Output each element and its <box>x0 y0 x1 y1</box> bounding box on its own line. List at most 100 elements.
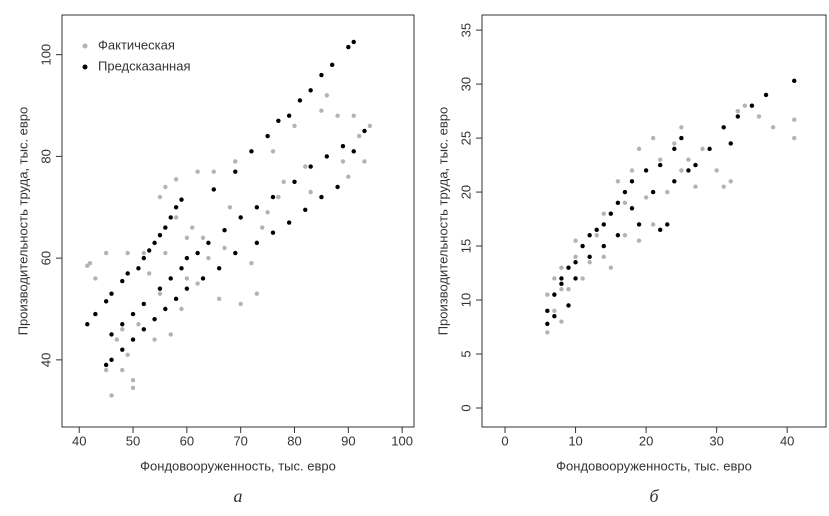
data-point <box>636 146 642 152</box>
data-point <box>179 197 184 202</box>
plot-frame <box>61 14 415 428</box>
data-point <box>103 367 109 373</box>
data-point <box>206 255 211 261</box>
y-tick-label: 25 <box>458 131 473 145</box>
data-point <box>672 179 677 184</box>
legend-label: Предсказанная <box>98 58 190 73</box>
data-point <box>665 222 670 227</box>
data-point <box>308 88 313 93</box>
data-point <box>545 330 550 335</box>
data-point <box>693 162 698 168</box>
data-point <box>622 200 628 206</box>
data-point <box>216 296 222 302</box>
data-point <box>276 118 281 123</box>
data-point <box>707 146 712 152</box>
data-point <box>168 332 173 337</box>
data-point <box>351 113 356 118</box>
data-point <box>109 332 114 337</box>
data-point <box>643 168 649 173</box>
data-point <box>146 271 152 276</box>
data-point <box>173 215 179 220</box>
data-point <box>109 393 114 398</box>
data-point <box>109 291 114 296</box>
data-point <box>601 211 606 216</box>
x-tick-label: 80 <box>287 433 301 448</box>
y-axis-label: Производительность труда, тыс. евро <box>15 107 30 336</box>
data-point <box>308 189 313 195</box>
data-point <box>270 149 276 154</box>
data-point <box>173 296 179 302</box>
data-point <box>292 179 297 185</box>
x-tick-label: 0 <box>501 433 508 448</box>
x-tick-label: 90 <box>341 433 355 448</box>
data-point <box>650 135 656 141</box>
data-point <box>573 260 578 265</box>
data-point <box>286 113 292 118</box>
data-point <box>658 162 663 168</box>
data-point <box>93 276 98 281</box>
data-point <box>281 179 286 185</box>
data-point <box>636 238 642 243</box>
legend-marker <box>82 64 88 70</box>
data-point <box>136 322 141 327</box>
x-axis-label: Фондовооруженность, тыс. евро <box>140 458 336 473</box>
caption: а <box>234 486 243 506</box>
y-tick-label: 35 <box>458 23 473 37</box>
data-point <box>173 177 179 182</box>
data-point <box>340 159 346 164</box>
data-point <box>672 141 677 146</box>
data-point <box>120 347 125 352</box>
data-point <box>168 215 173 220</box>
x-tick-label: 60 <box>180 433 194 448</box>
data-point <box>735 108 741 114</box>
data-point <box>658 157 663 162</box>
data-point <box>792 78 797 84</box>
data-point <box>120 278 125 284</box>
y-axis-label: Производительность труда, тыс. евро <box>435 107 450 336</box>
data-point <box>93 311 98 317</box>
data-point <box>222 245 227 251</box>
data-point <box>265 133 270 139</box>
data-point <box>615 179 621 184</box>
data-point <box>297 98 303 103</box>
data-point <box>566 303 571 308</box>
y-tick-label: 15 <box>458 239 473 253</box>
data-point <box>286 220 292 225</box>
data-point <box>629 179 635 184</box>
data-point <box>545 308 550 314</box>
data-point <box>190 225 195 230</box>
data-point <box>587 254 592 260</box>
data-point <box>238 301 243 307</box>
data-point <box>552 276 557 281</box>
data-point <box>265 210 270 215</box>
data-point <box>742 103 748 108</box>
data-point <box>184 286 190 291</box>
data-point <box>566 287 571 292</box>
data-point <box>120 367 125 373</box>
data-point <box>735 114 741 119</box>
data-point <box>650 189 656 195</box>
data-point <box>270 194 276 200</box>
data-point <box>346 44 351 50</box>
data-point <box>335 184 340 190</box>
data-point <box>545 321 550 326</box>
data-point <box>179 266 184 271</box>
data-point <box>157 233 163 238</box>
data-point <box>601 254 606 260</box>
data-point <box>200 235 206 240</box>
data-point <box>728 141 733 146</box>
data-point <box>184 276 190 281</box>
data-point <box>700 146 705 152</box>
data-point <box>163 250 168 256</box>
data-point <box>552 314 557 319</box>
y-tick-label: 100 <box>38 44 53 66</box>
x-tick-label: 100 <box>391 433 413 448</box>
data-point <box>254 291 260 296</box>
data-point <box>658 227 663 233</box>
data-point <box>573 238 578 243</box>
data-point <box>163 306 168 312</box>
data-point <box>211 187 216 192</box>
data-point <box>608 265 614 270</box>
data-point <box>233 169 238 174</box>
x-axis-label: Фондовооруженность, тыс. евро <box>556 458 752 473</box>
